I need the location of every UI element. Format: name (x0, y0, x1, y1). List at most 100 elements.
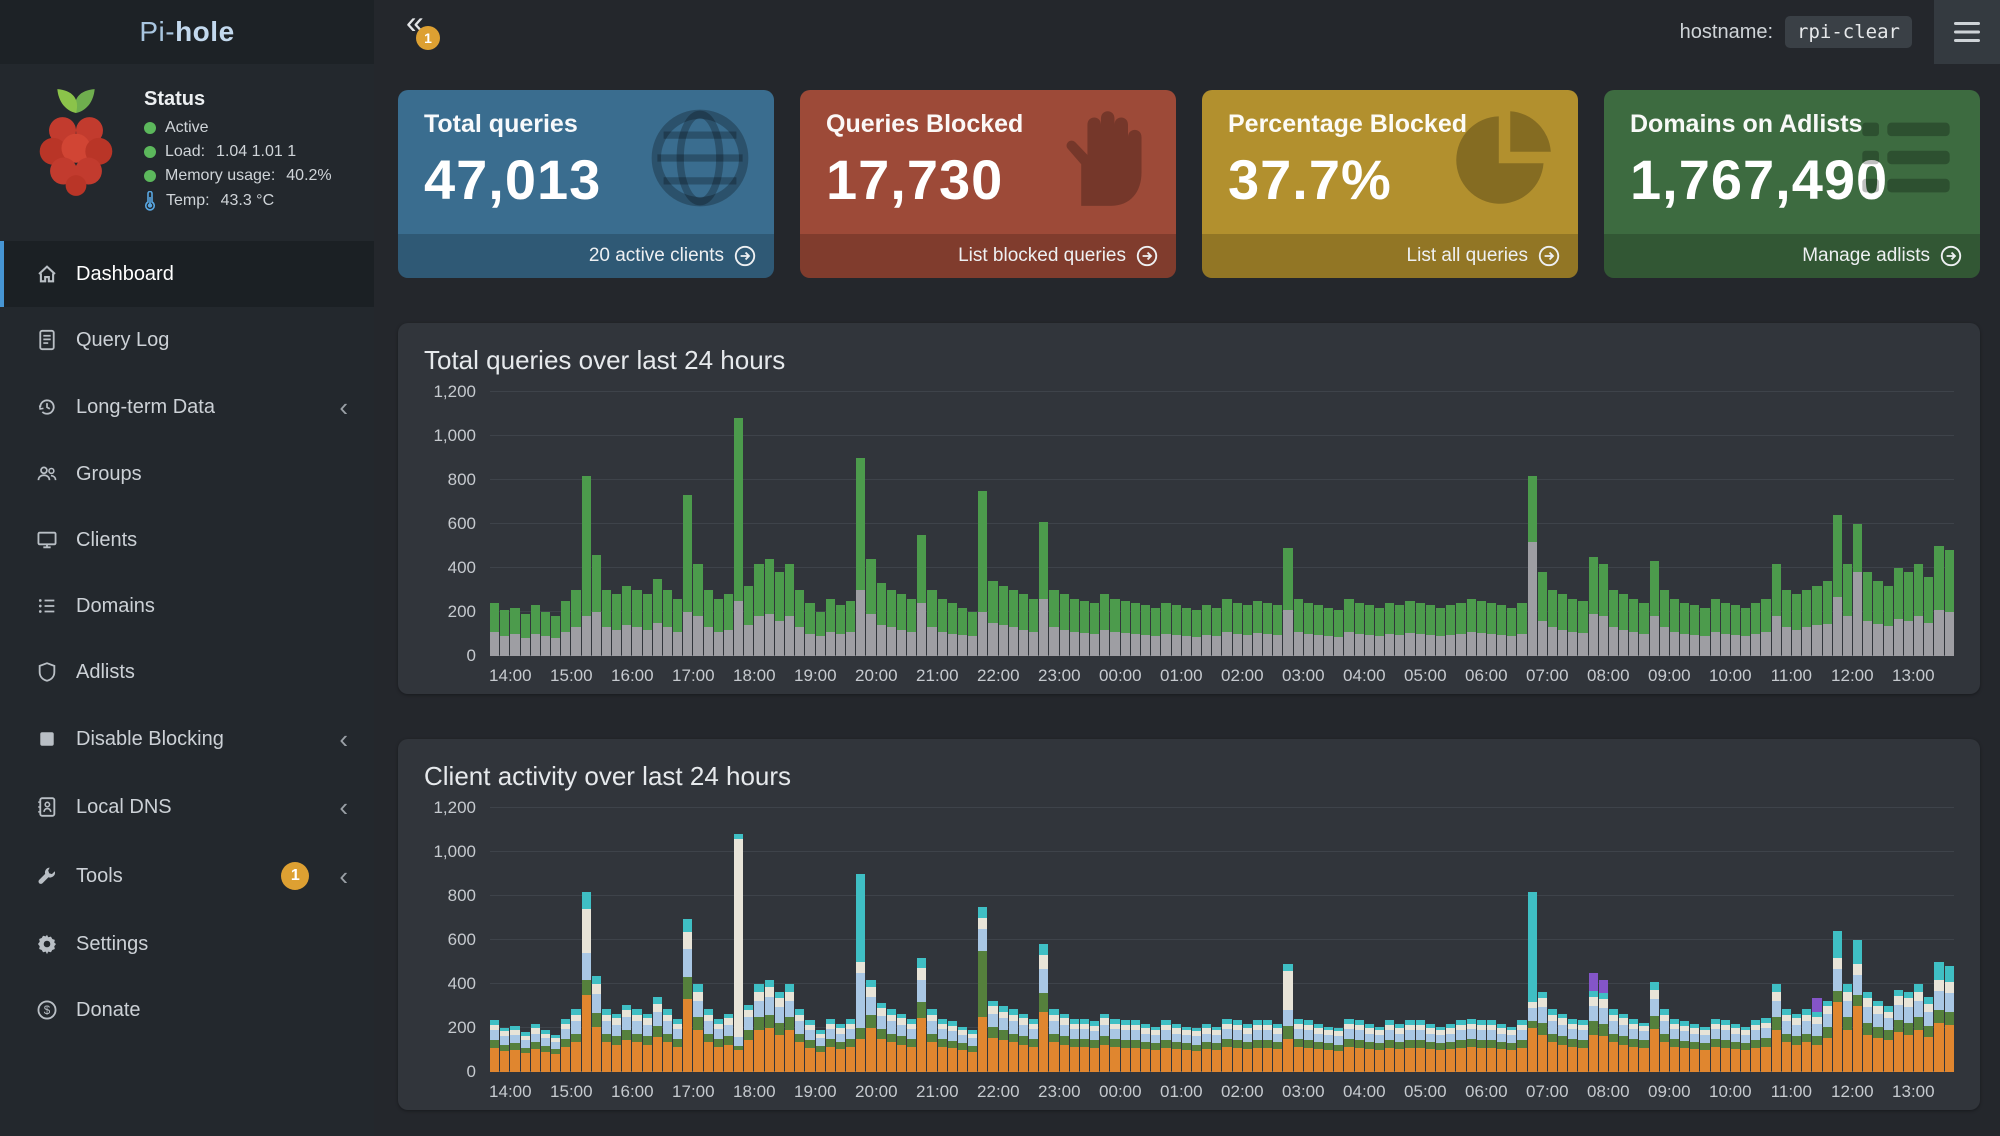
stacked-bar[interactable] (1568, 392, 1578, 656)
stacked-bar[interactable] (998, 808, 1008, 1072)
stacked-bar[interactable] (1252, 808, 1263, 1072)
stacked-bar[interactable] (632, 392, 642, 656)
card-footer-link[interactable]: Manage adlists (1604, 234, 1980, 278)
stacked-bar[interactable] (1619, 808, 1629, 1072)
stacked-bar[interactable] (1120, 392, 1130, 656)
stacked-bar[interactable] (1537, 392, 1547, 656)
stacked-bar[interactable] (530, 808, 540, 1072)
stacked-bar[interactable] (805, 808, 815, 1072)
stacked-bar[interactable] (1944, 392, 1954, 656)
stacked-bar[interactable] (1527, 808, 1537, 1072)
stacked-bar[interactable] (947, 808, 957, 1072)
stacked-bar[interactable] (1141, 808, 1151, 1072)
stacked-bar[interactable] (1639, 392, 1649, 656)
stacked-bar[interactable] (795, 808, 805, 1072)
stacked-bar[interactable] (1934, 808, 1944, 1072)
stacked-bar[interactable] (1690, 808, 1700, 1072)
stacked-bar[interactable] (652, 808, 662, 1072)
stacked-bar[interactable] (1344, 808, 1354, 1072)
stacked-bar[interactable] (612, 808, 622, 1072)
stacked-bar[interactable] (764, 808, 774, 1072)
stacked-bar[interactable] (1313, 392, 1324, 656)
stacked-bar[interactable] (622, 392, 632, 656)
stacked-bar[interactable] (1771, 392, 1781, 656)
stacked-bar[interactable] (866, 392, 876, 656)
stacked-bar[interactable] (1385, 392, 1395, 656)
stacked-bar[interactable] (1507, 392, 1517, 656)
stacked-bar[interactable] (1151, 808, 1161, 1072)
stacked-bar[interactable] (723, 392, 734, 656)
stacked-bar[interactable] (1730, 808, 1741, 1072)
stacked-bar[interactable] (1792, 392, 1802, 656)
stacked-bar[interactable] (1914, 392, 1924, 656)
stacked-bar[interactable] (968, 808, 978, 1072)
stacked-bar[interactable] (978, 808, 988, 1072)
stacked-bar[interactable] (673, 392, 683, 656)
stacked-bar[interactable] (1018, 808, 1029, 1072)
stacked-bar[interactable] (1497, 808, 1507, 1072)
stacked-bar[interactable] (1405, 808, 1415, 1072)
stacked-bar[interactable] (1883, 808, 1893, 1072)
stacked-bar[interactable] (1049, 808, 1059, 1072)
stacked-bar[interactable] (591, 392, 601, 656)
stacked-bar[interactable] (1761, 808, 1771, 1072)
stacked-bar[interactable] (1649, 808, 1659, 1072)
sidebar-collapse-button[interactable]: « 1 (402, 0, 452, 64)
sidebar-item-domains[interactable]: Domains (0, 573, 374, 639)
stacked-bar[interactable] (1832, 392, 1842, 656)
stacked-bar[interactable] (917, 392, 927, 656)
stacked-bar[interactable] (1232, 392, 1242, 656)
stacked-bar[interactable] (876, 392, 886, 656)
stacked-bar[interactable] (1486, 808, 1497, 1072)
stacked-bar[interactable] (1273, 808, 1283, 1072)
stacked-bar[interactable] (1334, 808, 1344, 1072)
stacked-bar[interactable] (825, 392, 835, 656)
stacked-bar[interactable] (1649, 392, 1659, 656)
stacked-bar[interactable] (1924, 392, 1934, 656)
stacked-bar[interactable] (1364, 392, 1374, 656)
stacked-bar[interactable] (571, 392, 581, 656)
stacked-bar[interactable] (1415, 808, 1425, 1072)
stacked-bar[interactable] (1486, 392, 1497, 656)
stacked-bar[interactable] (1252, 392, 1263, 656)
stacked-bar[interactable] (1680, 392, 1690, 656)
stacked-bar[interactable] (581, 392, 591, 656)
stacked-bar[interactable] (1181, 392, 1191, 656)
stacked-bar[interactable] (1415, 392, 1425, 656)
stacked-bar[interactable] (530, 392, 540, 656)
stacked-bar[interactable] (1537, 808, 1547, 1072)
stacked-bar[interactable] (1578, 392, 1588, 656)
stacked-bar[interactable] (784, 392, 795, 656)
stacked-bar[interactable] (652, 392, 662, 656)
stacked-bar[interactable] (1161, 392, 1171, 656)
stacked-bar[interactable] (1720, 808, 1730, 1072)
stacked-bar[interactable] (1263, 392, 1273, 656)
stacked-bar[interactable] (1181, 808, 1191, 1072)
stacked-bar[interactable] (1781, 808, 1791, 1072)
stacked-bar[interactable] (642, 392, 652, 656)
stacked-bar[interactable] (886, 808, 896, 1072)
stacked-bar[interactable] (917, 808, 927, 1072)
stacked-bar[interactable] (561, 808, 571, 1072)
stacked-bar[interactable] (1639, 808, 1649, 1072)
stacked-bar[interactable] (1324, 392, 1334, 656)
sidebar-item-clients[interactable]: Clients (0, 507, 374, 573)
stacked-bar[interactable] (642, 808, 652, 1072)
stacked-bar[interactable] (601, 808, 612, 1072)
stacked-bar[interactable] (1802, 392, 1812, 656)
stacked-bar[interactable] (1303, 392, 1313, 656)
stacked-bar[interactable] (998, 392, 1008, 656)
stacked-bar[interactable] (1395, 392, 1405, 656)
stacked-bar[interactable] (957, 392, 968, 656)
stacked-bar[interactable] (1029, 392, 1039, 656)
stacked-bar[interactable] (1069, 392, 1079, 656)
stacked-bar[interactable] (937, 392, 947, 656)
stacked-bar[interactable] (1222, 392, 1232, 656)
stacked-bar[interactable] (1690, 392, 1700, 656)
stacked-bar[interactable] (927, 808, 937, 1072)
stacked-bar[interactable] (1141, 392, 1151, 656)
stacked-bar[interactable] (561, 392, 571, 656)
stacked-bar[interactable] (1456, 808, 1466, 1072)
stacked-bar[interactable] (1761, 392, 1771, 656)
stacked-bar[interactable] (1669, 392, 1680, 656)
